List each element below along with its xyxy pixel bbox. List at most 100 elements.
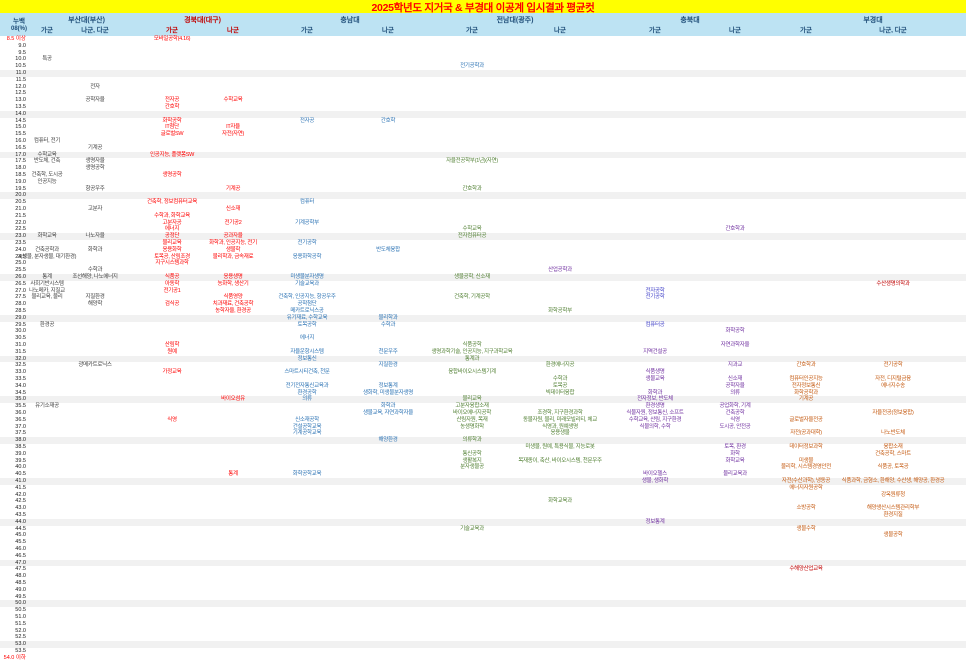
- cell-cb_na: 자연과학자율: [720, 342, 750, 348]
- row-percentile-label: 47.0: [15, 559, 26, 566]
- cell-cnu_ga: 토목공학: [297, 321, 317, 328]
- table-row: 22.0 고분자공 전기공2 기계공학부: [0, 220, 966, 227]
- cell-jnu_ga: 전자컴퓨터공: [457, 233, 487, 240]
- row-percentile-label: 22.5: [15, 226, 26, 233]
- row-percentile-label: 45.5: [15, 539, 26, 546]
- cell-pusan_ga: 화학교육: [37, 233, 57, 240]
- cell-cb_na: 식영: [730, 416, 740, 423]
- table-row: 52.0: [0, 628, 966, 635]
- cell-jnu_ga: 생물공학, 신소재: [454, 274, 490, 280]
- cell-pknu_ga: 소방공학: [796, 505, 816, 512]
- table-row: 11.5: [0, 77, 966, 84]
- cell-pknu_ga: 물리학, 시스템경영안전: [780, 464, 832, 471]
- cell-jnu_na: 조경학, 지구환경과학: [537, 410, 583, 416]
- row-percentile-label: 44.5: [15, 525, 26, 532]
- cell-jnu_na: 빅데이터융합: [545, 389, 575, 396]
- cell-cb_ga: 화학과: [647, 389, 663, 396]
- cell-knu_na: 공과자율: [223, 233, 243, 240]
- cell-cb_na: 신소재: [727, 376, 743, 382]
- cell-jnu_na: 화학교육과: [548, 498, 572, 505]
- table-row: 25.5 수학과 산업공학과: [0, 267, 966, 274]
- cell-jnu_na: 미생물, 원예, 특용식물, 지능로봇: [525, 444, 595, 450]
- cell-knu_ga: 인공지능, 플랫폼SW: [149, 151, 195, 158]
- row-percentile-label: 51.5: [15, 620, 26, 627]
- university-header-jnu: 전남대(광주): [496, 17, 534, 24]
- cell-cb_ga: 정보통계: [645, 518, 665, 525]
- cell-knu_ga: 검식공: [164, 301, 180, 308]
- cell-cb_ga: 바이오헬스: [643, 471, 667, 478]
- table-row: 52.5: [0, 634, 966, 641]
- table-row: 23.0 화학교육 나노자율 공정단 공과자율 전자컴퓨터공: [0, 233, 966, 240]
- cell-pknu_ga: 자전(공과대학): [790, 430, 822, 437]
- cell-cnu_ga: 유기재료, 수학교육: [286, 314, 328, 321]
- cell-cb_ga: 환경생명: [645, 403, 665, 410]
- cell-pknu_ga: 간호학과: [796, 362, 816, 369]
- table-row: 16.0 컴퓨터, 전기: [0, 138, 966, 145]
- cell-pknu_ga: 화학공학과: [794, 389, 818, 396]
- row-percentile-label: 46.0: [15, 546, 26, 552]
- cell-knu_ga: 간호학: [164, 104, 180, 110]
- row-percentile-label: 47.5: [15, 566, 26, 573]
- cell-cnu_na: 해양환경: [378, 437, 398, 444]
- cell-knu_ga: 건축학, 정보컴퓨터교육: [146, 199, 198, 206]
- row-percentile-label: 37.5: [15, 430, 26, 437]
- group-header-pknu_ga: 가군: [800, 27, 812, 34]
- cell-knu_na: 화학과, 인공지능, 전기: [209, 240, 257, 246]
- table-row: 11.0: [0, 70, 966, 77]
- table-row: 42.5 화학교육과: [0, 498, 966, 505]
- cell-cnu_na: 수학과: [380, 321, 396, 328]
- row-percentile-label: 25.0: [15, 260, 26, 267]
- row-percentile-label: 20.0: [15, 192, 26, 199]
- cell-knu_ga: 모바일공학(4.16): [153, 36, 191, 42]
- cell-jnu_ga: 건축학, 기계공학: [454, 294, 490, 301]
- cell-pusan_ga: 인공지능: [37, 178, 57, 185]
- cell-knu_na: 전기공2: [224, 219, 242, 226]
- cell-pusan_na: 생명공학: [85, 165, 105, 172]
- cell-jnu_ga: 농생명화학: [460, 423, 484, 430]
- university-header-pknu: 부경대: [863, 17, 883, 24]
- table-row: 23.5 물리교육 화학과, 인공지능, 전기 전기공학: [0, 240, 966, 247]
- cell-cb_na: 화학: [730, 450, 740, 457]
- table-row: 12.5: [0, 90, 966, 97]
- cell-pknu_na: 나노반도체: [881, 430, 905, 437]
- cell-cnu_ga: 정보통신: [297, 355, 317, 362]
- cell-cnu_ga: 에너지: [299, 335, 315, 342]
- cell-pusan_na: 전자: [90, 83, 100, 90]
- row-percentile-label: 29.0: [15, 314, 26, 321]
- table-row: 20.0: [0, 192, 966, 200]
- cell-cnu_ga: 미생물분자생명: [290, 274, 324, 280]
- cell-jnu_na: 동물자원, 물리, 미래모빌리티, 체교: [522, 416, 598, 423]
- cell-jnu_ga: 산림자원, 목재: [456, 416, 488, 423]
- table-row: 12.0 전자: [0, 84, 966, 91]
- cell-knu_ga: 전자공: [164, 97, 180, 104]
- row-percentile-label: 13.5: [15, 104, 26, 110]
- row-percentile-label: 19.5: [15, 185, 26, 192]
- row-percentile-label: 48.5: [15, 580, 26, 586]
- cell-cb_ga: 생물교육: [645, 376, 665, 382]
- cell-pusan_na: 광메카트로닉스: [78, 362, 112, 369]
- row-percentile-label: 22.0: [15, 219, 26, 226]
- cell-pusan_ga: 건축공학과: [35, 246, 59, 253]
- row-percentile-label: 54.0 이하: [3, 654, 26, 661]
- cell-pknu_na: 에너지수송: [881, 382, 905, 389]
- table-row: 27.0 나노메카, 지질교 전기공1 전자공학: [0, 288, 966, 295]
- row-percentile-label: 23.5: [15, 240, 26, 246]
- table-row: 14.5 화학공학 전자공 간호학: [0, 118, 966, 125]
- cell-cb_ga: 전자공학: [645, 287, 665, 294]
- table-row: 8.5 이상 모바일공학(4.16): [0, 36, 966, 43]
- cell-cb_ga: 수학교육, 산림, 지구환경: [628, 416, 682, 423]
- cell-pknu_ga: 자전(수산과학), 냉동공: [781, 478, 831, 484]
- row-percentile-label: 33.5: [15, 376, 26, 382]
- cell-knu_na: 치과재료, 건축공학: [212, 301, 254, 308]
- cell-cnu_na: 생화학, 미생물분자생명: [362, 389, 414, 396]
- cell-cnu_na: 천문우주: [378, 348, 398, 355]
- cell-knu_na: 생물학: [225, 246, 241, 253]
- cell-knu_ga: 토목공, 산림조경: [154, 253, 190, 260]
- row-percentile-label: 44.0: [15, 518, 26, 525]
- cell-knu_na: 수학교육: [223, 97, 243, 104]
- cell-pknu_na: 환경지질: [883, 512, 903, 518]
- cell-cnu_na: 간호학: [380, 117, 396, 124]
- row-percentile-label: 36.0: [15, 410, 26, 416]
- table-row: 22.5 에너지 수학교육 간호학과: [0, 226, 966, 233]
- cell-pknu_na: 강옥원류청: [881, 491, 905, 498]
